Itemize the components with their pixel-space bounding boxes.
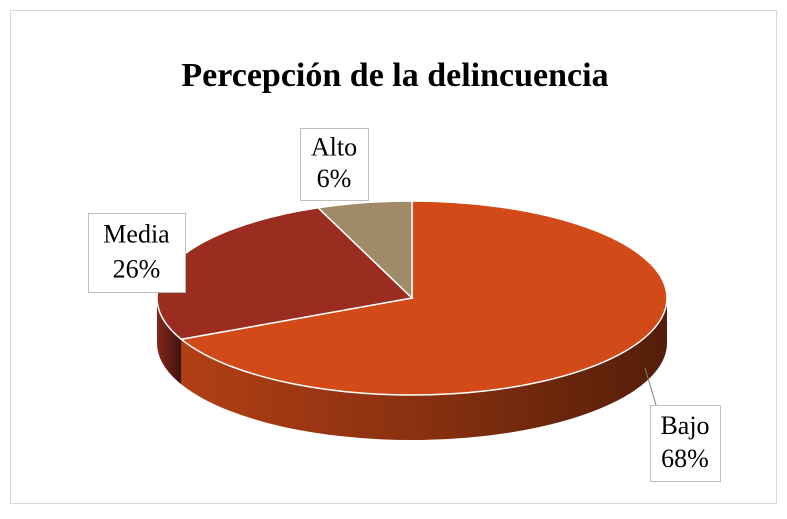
label-value: 26% <box>113 254 161 283</box>
label-value: 68% <box>661 444 709 473</box>
leader-line <box>644 367 657 406</box>
slice <box>179 200 668 396</box>
label-value: 6% <box>317 164 352 193</box>
chart-title: Percepción de la delincuencia <box>181 57 608 94</box>
label-name: Bajo <box>660 411 709 440</box>
slice <box>316 200 413 300</box>
label-box <box>650 405 721 482</box>
label-name: Alto <box>311 133 357 162</box>
label-box <box>300 128 369 201</box>
side-shade <box>181 298 667 440</box>
label-box <box>88 213 186 293</box>
label-name: Media <box>103 220 170 249</box>
